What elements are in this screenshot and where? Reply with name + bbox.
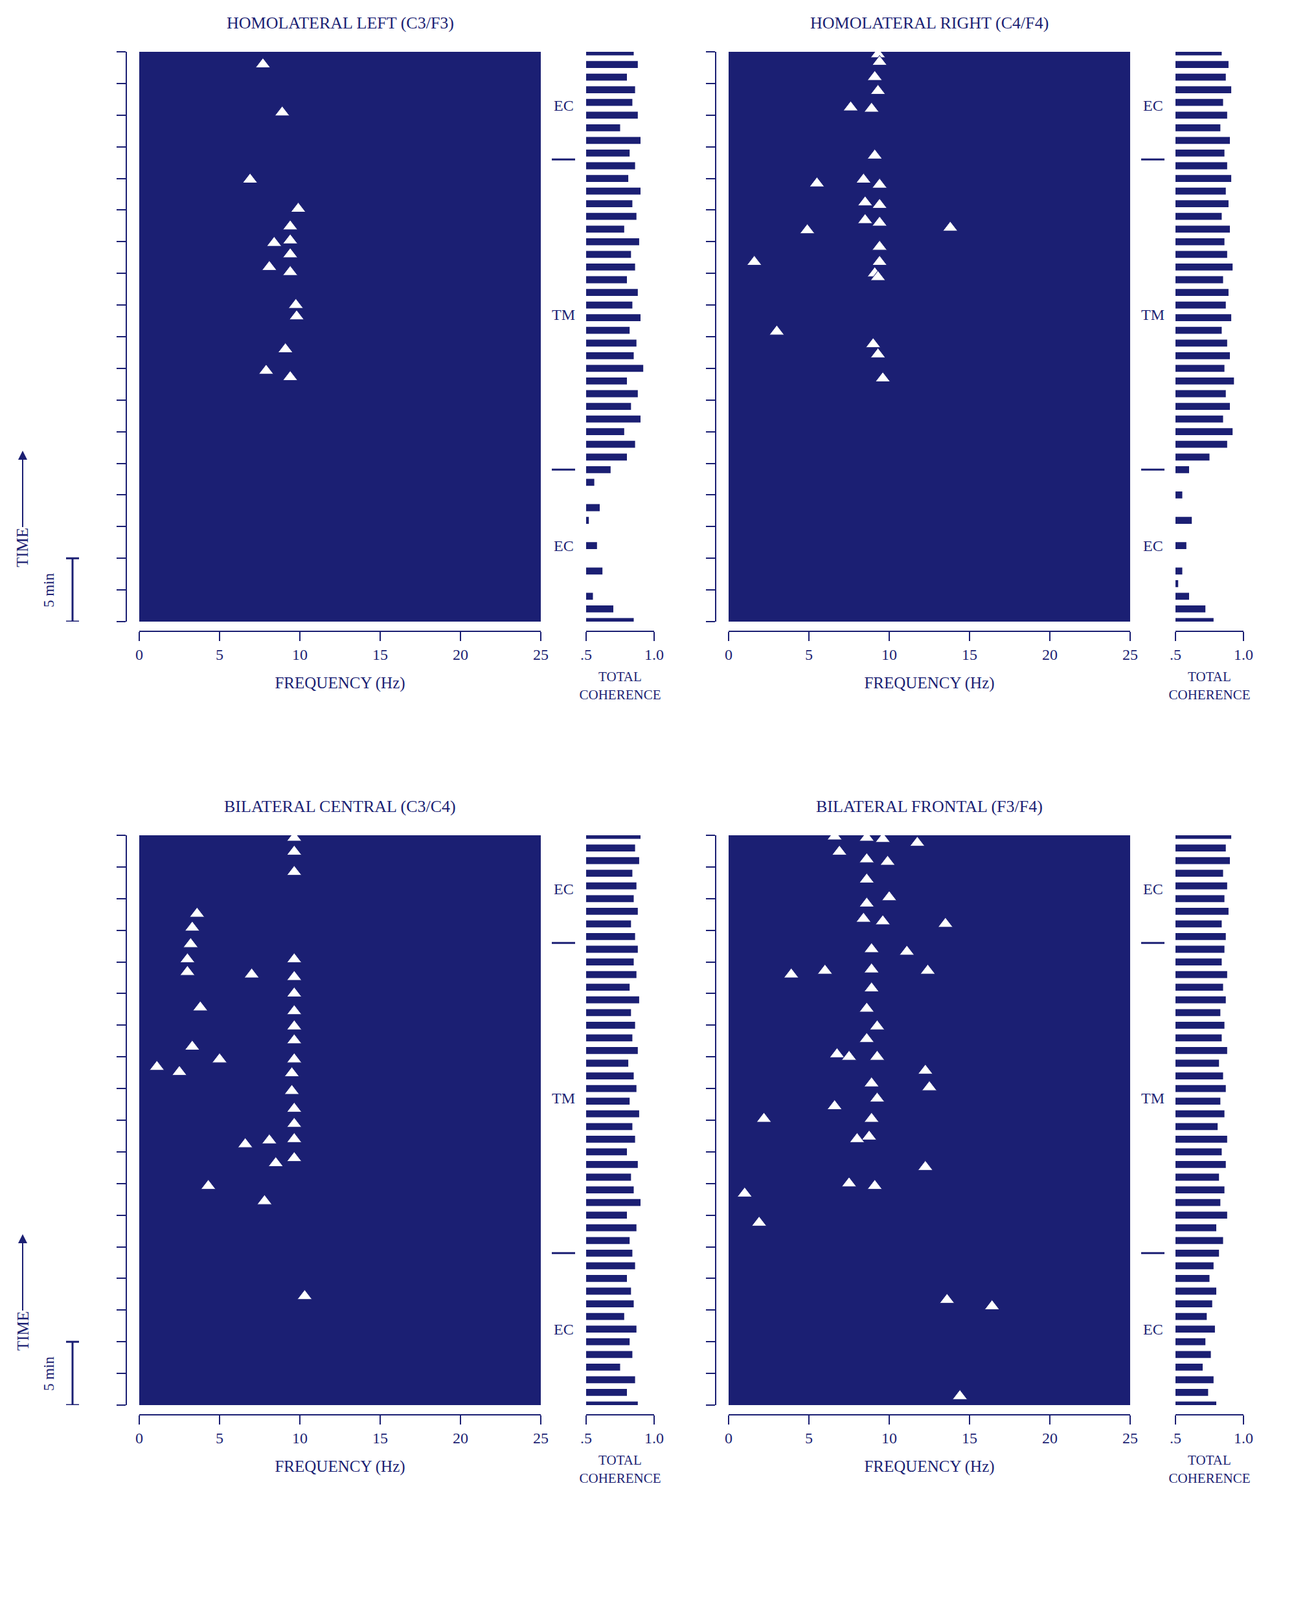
svg-text:EC: EC: [1143, 537, 1164, 555]
svg-text:5: 5: [215, 1430, 224, 1447]
svg-text:.5: .5: [580, 646, 592, 664]
svg-text:TIME: TIME: [14, 1311, 32, 1351]
svg-text:TM: TM: [551, 306, 576, 324]
svg-text:EC: EC: [553, 1321, 574, 1339]
svg-text:TM: TM: [551, 1089, 576, 1107]
svg-text:.5: .5: [580, 1430, 592, 1447]
svg-text:.5: .5: [1169, 646, 1182, 664]
svg-text:0: 0: [724, 646, 733, 664]
svg-text:20: 20: [452, 646, 469, 664]
svg-text:25: 25: [533, 1430, 549, 1447]
svg-text:25: 25: [533, 646, 549, 664]
svg-text:TOTALCOHERENCE: TOTALCOHERENCE: [579, 669, 662, 703]
svg-text:TIME: TIME: [13, 527, 32, 568]
svg-text:10: 10: [881, 646, 897, 664]
svg-text:15: 15: [961, 1430, 978, 1447]
svg-text:20: 20: [1042, 646, 1058, 664]
svg-text:0: 0: [135, 1430, 144, 1447]
svg-text:25: 25: [1122, 1430, 1138, 1447]
svg-text:HOMOLATERAL LEFT (C3/F3): HOMOLATERAL LEFT (C3/F3): [226, 13, 455, 33]
svg-text:FREQUENCY (Hz): FREQUENCY (Hz): [274, 674, 405, 693]
svg-text:EC: EC: [1143, 97, 1164, 114]
svg-text:EC: EC: [553, 97, 574, 114]
svg-text:20: 20: [1042, 1430, 1058, 1447]
svg-text:1.0: 1.0: [1233, 646, 1254, 664]
svg-text:0: 0: [724, 1430, 733, 1447]
svg-text:FREQUENCY (Hz): FREQUENCY (Hz): [274, 1457, 405, 1476]
svg-text:20: 20: [452, 1430, 469, 1447]
svg-text:EC: EC: [1143, 1321, 1164, 1339]
svg-text:5: 5: [805, 1430, 813, 1447]
svg-text:5 min: 5 min: [40, 573, 57, 609]
svg-text:EC: EC: [553, 880, 574, 898]
svg-text:1.0: 1.0: [644, 646, 664, 664]
svg-text:1.0: 1.0: [644, 1430, 664, 1447]
svg-text:.5: .5: [1169, 1430, 1182, 1447]
svg-text:TOTALCOHERENCE: TOTALCOHERENCE: [579, 1452, 662, 1486]
svg-text:FREQUENCY (Hz): FREQUENCY (Hz): [863, 674, 995, 693]
svg-text:5: 5: [805, 646, 813, 664]
svg-text:BILATERAL CENTRAL (C3/C4): BILATERAL CENTRAL (C3/C4): [224, 797, 456, 817]
svg-text:TM: TM: [1141, 1089, 1165, 1107]
svg-text:10: 10: [292, 646, 308, 664]
svg-text:FREQUENCY (Hz): FREQUENCY (Hz): [863, 1457, 995, 1476]
svg-text:25: 25: [1122, 646, 1138, 664]
svg-text:5 min: 5 min: [40, 1356, 57, 1392]
svg-text:BILATERAL FRONTAL (F3/F4): BILATERAL FRONTAL (F3/F4): [816, 797, 1043, 817]
svg-text:5: 5: [215, 646, 224, 664]
svg-text:15: 15: [372, 1430, 388, 1447]
svg-text:TM: TM: [1141, 306, 1165, 324]
svg-text:EC: EC: [553, 537, 574, 555]
svg-text:10: 10: [292, 1430, 308, 1447]
svg-text:1.0: 1.0: [1233, 1430, 1254, 1447]
svg-text:EC: EC: [1143, 880, 1164, 898]
svg-text:15: 15: [961, 646, 978, 664]
svg-text:15: 15: [372, 646, 388, 664]
svg-text:0: 0: [135, 646, 144, 664]
svg-text:10: 10: [881, 1430, 897, 1447]
svg-text:HOMOLATERAL RIGHT (C4/F4): HOMOLATERAL RIGHT (C4/F4): [810, 13, 1049, 33]
svg-text:TOTALCOHERENCE: TOTALCOHERENCE: [1169, 1452, 1251, 1486]
svg-text:TOTALCOHERENCE: TOTALCOHERENCE: [1169, 669, 1251, 703]
